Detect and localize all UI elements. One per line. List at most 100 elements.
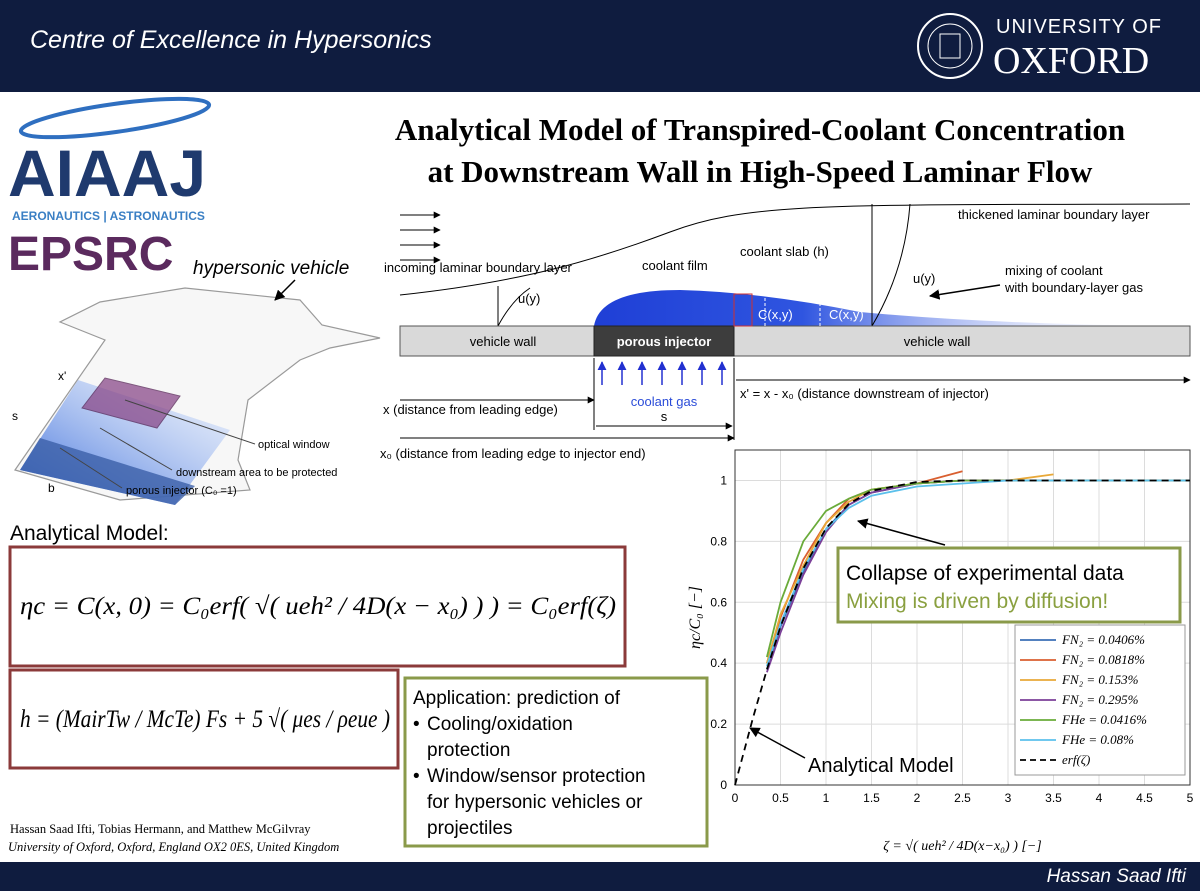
chart: 0 0.2 0.4 0.6 0.8 1 0 0.5 1 1.5 2 2.5 3 3.5 4 4.5 5 ζ = √… [687, 449, 1194, 854]
y-tick-label: 1 [720, 473, 727, 487]
university-line1: UNIVERSITY OF [996, 16, 1162, 38]
application-heading: Application: prediction of [413, 688, 621, 709]
coolant-slab-label: coolant slab (h) [740, 244, 829, 259]
concentration-equation: ηc = C(x, 0) = C₀erf( √( ueh² / 4D(x − x… [20, 593, 616, 620]
crest [917, 13, 983, 79]
slab-equation: h = (MairTw / McTe) Fs + 5 √( μes / ρeue… [20, 706, 390, 733]
protected-area-label: downstream area to be protected [176, 467, 337, 479]
bullet-line: Window/sensor protection [427, 766, 646, 787]
legend-label: FHe = 0.0416% [1061, 712, 1147, 727]
bullet-line: protection [427, 740, 510, 761]
coolant-gas-label: coolant gas [631, 394, 698, 409]
wall-label: vehicle wall [470, 334, 537, 349]
legend-label: FN₂ = 0.153% [1061, 672, 1139, 687]
wall-label: vehicle wall [904, 334, 971, 349]
annotation: Analytical Model [808, 755, 954, 777]
application-box [403, 676, 709, 848]
boundary-layer-edge [399, 203, 1191, 296]
y-tick-label: 0 [720, 778, 727, 792]
porous-injector [593, 325, 735, 357]
header-band [0, 0, 1200, 92]
legend-label: FN₂ = 0.295% [1061, 692, 1139, 707]
x-tick-label: 3.5 [1045, 791, 1062, 805]
x-tick-label: 4.5 [1136, 791, 1153, 805]
y-tick-label: 0.2 [710, 717, 727, 731]
plot-frame [734, 449, 1191, 786]
x-tick-label: 0.5 [772, 791, 789, 805]
legend-label: FHe = 0.08% [1061, 732, 1134, 747]
x-axis-label: ζ = √( ueh² / 4D(x−x₀) ) [−] [883, 839, 1041, 854]
legend-label: FN₂ = 0.0818% [1061, 652, 1145, 667]
aiaaj-logo: AIAAJ [8, 136, 206, 210]
legend-label: erf(ζ) [1062, 752, 1090, 767]
porous-injector-label: porous injector (C₀ =1) [126, 485, 237, 497]
flow-diagram: incoming laminar boundary layer thickene… [380, 203, 1191, 461]
x-tick-label: 3 [1005, 791, 1012, 805]
series-line [766, 479, 1190, 667]
bullet-line: for hypersonic vehicles or [427, 792, 643, 813]
velocity-profile [497, 286, 531, 327]
x-tick-label: 2.5 [954, 791, 971, 805]
y-axis-label: ηc/C₀ [−] [687, 586, 704, 649]
y-tick-label: 0.6 [710, 595, 727, 609]
leader [99, 427, 173, 471]
vehicle-injector [20, 438, 195, 505]
x-tick-label: 0 [732, 791, 739, 805]
x-label: x (distance from leading edge) [383, 402, 558, 417]
coolant-film [594, 290, 1190, 326]
title-line1: Analytical Model of Transpired-Coolant C… [395, 112, 1125, 147]
injector-length-label: s [661, 409, 668, 424]
incoming-layer-label: incoming laminar boundary layer [384, 260, 573, 275]
annotation: Mixing is driven by diffusion! [846, 590, 1108, 613]
affiliation: University of Oxford, Oxford, England OX… [8, 840, 339, 854]
authors: Hassan Saad Ifti, Tobias Hermann, and Ma… [10, 822, 311, 836]
x-prime-label: x' = x - x₀ (distance downstream of inje… [740, 386, 989, 401]
annotation: Collapse of experimental data [846, 562, 1124, 585]
coolant-film-label: coolant film [642, 258, 708, 273]
title-line2: at Downstream Wall in High-Speed Laminar… [428, 154, 1093, 189]
x0-label: x₀ (distance from leading edge to inject… [380, 446, 646, 461]
equation-box [8, 668, 400, 770]
aiaaj-swoosh [18, 96, 212, 140]
thickened-layer-label: thickened laminar boundary layer [958, 207, 1150, 222]
equation-box [8, 545, 627, 668]
legend-label: FN₂ = 0.0406% [1061, 632, 1145, 647]
concentration-label: C(x,y) [758, 307, 793, 322]
university-line2: OXFORD [993, 40, 1149, 82]
optical-window [81, 377, 181, 429]
injector-label: porous injector [617, 334, 712, 349]
centre-name: Centre of Excellence in Hypersonics [30, 26, 432, 54]
footer-band [0, 862, 1200, 891]
mixing-arrow [928, 284, 1001, 300]
bullet-dot: • [413, 766, 420, 787]
vehicle-arrow [274, 279, 296, 301]
leader [59, 447, 123, 489]
vehicle-s: s [12, 409, 18, 423]
x-tick-label: 4 [1096, 791, 1103, 805]
crest-inner [927, 23, 973, 69]
u-profile-label: u(y) [518, 291, 540, 306]
y-tick-label: 0.8 [710, 534, 727, 548]
application-bullets: • Cooling/oxidation protection • Window/sens… [413, 714, 646, 839]
annotation-arrow [749, 727, 806, 759]
vehicle-b: b [48, 481, 55, 495]
mixing-label: with boundary-layer gas [1004, 280, 1144, 295]
x-tick-label: 1 [823, 791, 830, 805]
annotation-box [836, 546, 1182, 624]
bullet-line: Cooling/oxidation [427, 714, 573, 735]
concentration-profile [764, 293, 871, 326]
annotation-arrow [856, 518, 946, 546]
crest-shield [939, 33, 961, 59]
epsrc-logo: EPSRC [8, 228, 173, 281]
mixing-label: mixing of coolant [1005, 263, 1103, 278]
x-tick-label: 1.5 [863, 791, 880, 805]
concentration-label: C(x,y) [829, 307, 864, 322]
bullet-dot: • [413, 714, 420, 735]
bullet-line: projectiles [427, 818, 513, 839]
aiaaj-tagline: AERONAUTICS | ASTRONAUTICS [12, 209, 205, 223]
vehicle-label: hypersonic vehicle [193, 258, 349, 279]
presenter: Hassan Saad Ifti [1047, 866, 1187, 887]
optical-window-label: optical window [258, 439, 330, 451]
